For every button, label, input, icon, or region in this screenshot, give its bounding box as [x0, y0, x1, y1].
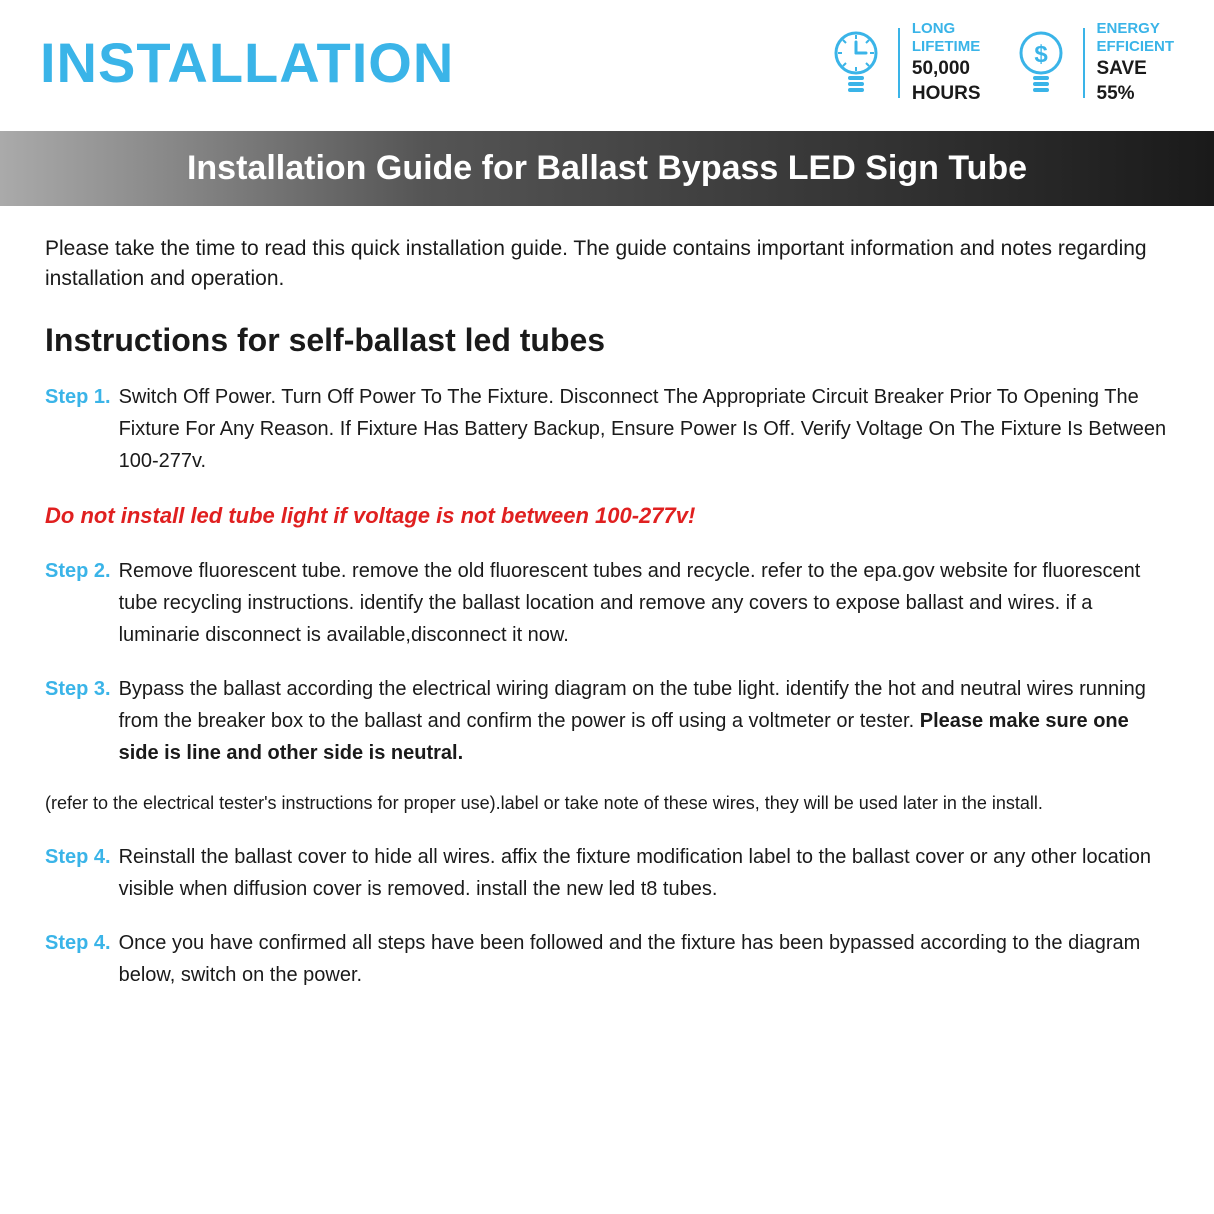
- banner-title: Installation Guide for Ballast Bypass LE…: [0, 131, 1214, 206]
- step-text: Once you have confirmed all steps have b…: [119, 927, 1169, 991]
- badge-label: LONG: [912, 20, 981, 38]
- step-label: Step 3.: [45, 673, 111, 769]
- step-label: Step 2.: [45, 555, 111, 651]
- note-text: (refer to the electrical tester's instru…: [45, 791, 1169, 816]
- step-4a: Step 4. Reinstall the ballast cover to h…: [45, 841, 1169, 905]
- clock-bulb-icon: [826, 28, 886, 98]
- step-1: Step 1. Switch Off Power. Turn Off Power…: [45, 381, 1169, 477]
- badge-label: EFFICIENT: [1097, 38, 1175, 56]
- step-text: Remove fluorescent tube. remove the old …: [119, 555, 1169, 651]
- page-title: INSTALLATION: [40, 30, 454, 95]
- badge-divider: [1083, 28, 1085, 98]
- warning-text: Do not install led tube light if voltage…: [45, 503, 1169, 529]
- badge-value: 50,000: [912, 58, 981, 81]
- dollar-bulb-icon: $: [1011, 28, 1071, 98]
- header: INSTALLATION: [0, 0, 1214, 131]
- step-2: Step 2. Remove fluorescent tube. remove …: [45, 555, 1169, 651]
- step-text: Reinstall the ballast cover to hide all …: [119, 841, 1169, 905]
- badge-lifetime: LONG LIFETIME 50,000 HOURS: [826, 20, 981, 106]
- badge-value: 55%: [1097, 83, 1175, 106]
- step-text: Switch Off Power. Turn Off Power To The …: [119, 381, 1169, 477]
- badge-efficient: $ ENERGY EFFICIENT SAVE 55%: [1011, 20, 1175, 106]
- step-3: Step 3. Bypass the ballast according the…: [45, 673, 1169, 769]
- badge-text: ENERGY EFFICIENT SAVE 55%: [1097, 20, 1175, 106]
- step-label: Step 4.: [45, 841, 111, 905]
- badge-value: HOURS: [912, 83, 981, 106]
- badge-divider: [898, 28, 900, 98]
- svg-text:$: $: [1034, 41, 1048, 68]
- intro-text: Please take the time to read this quick …: [45, 234, 1169, 295]
- badge-value: SAVE: [1097, 58, 1175, 81]
- step-label: Step 4.: [45, 927, 111, 991]
- step-4b: Step 4. Once you have confirmed all step…: [45, 927, 1169, 991]
- step-text: Bypass the ballast according the electri…: [119, 673, 1169, 769]
- section-title: Instructions for self-ballast led tubes: [45, 322, 1169, 359]
- badge-text: LONG LIFETIME 50,000 HOURS: [912, 20, 981, 106]
- badges-container: LONG LIFETIME 50,000 HOURS $ ENERGY EFFI…: [826, 20, 1174, 106]
- badge-label: LIFETIME: [912, 38, 981, 56]
- content: Please take the time to read this quick …: [0, 206, 1214, 1041]
- badge-label: ENERGY: [1097, 20, 1175, 38]
- step-label: Step 1.: [45, 381, 111, 477]
